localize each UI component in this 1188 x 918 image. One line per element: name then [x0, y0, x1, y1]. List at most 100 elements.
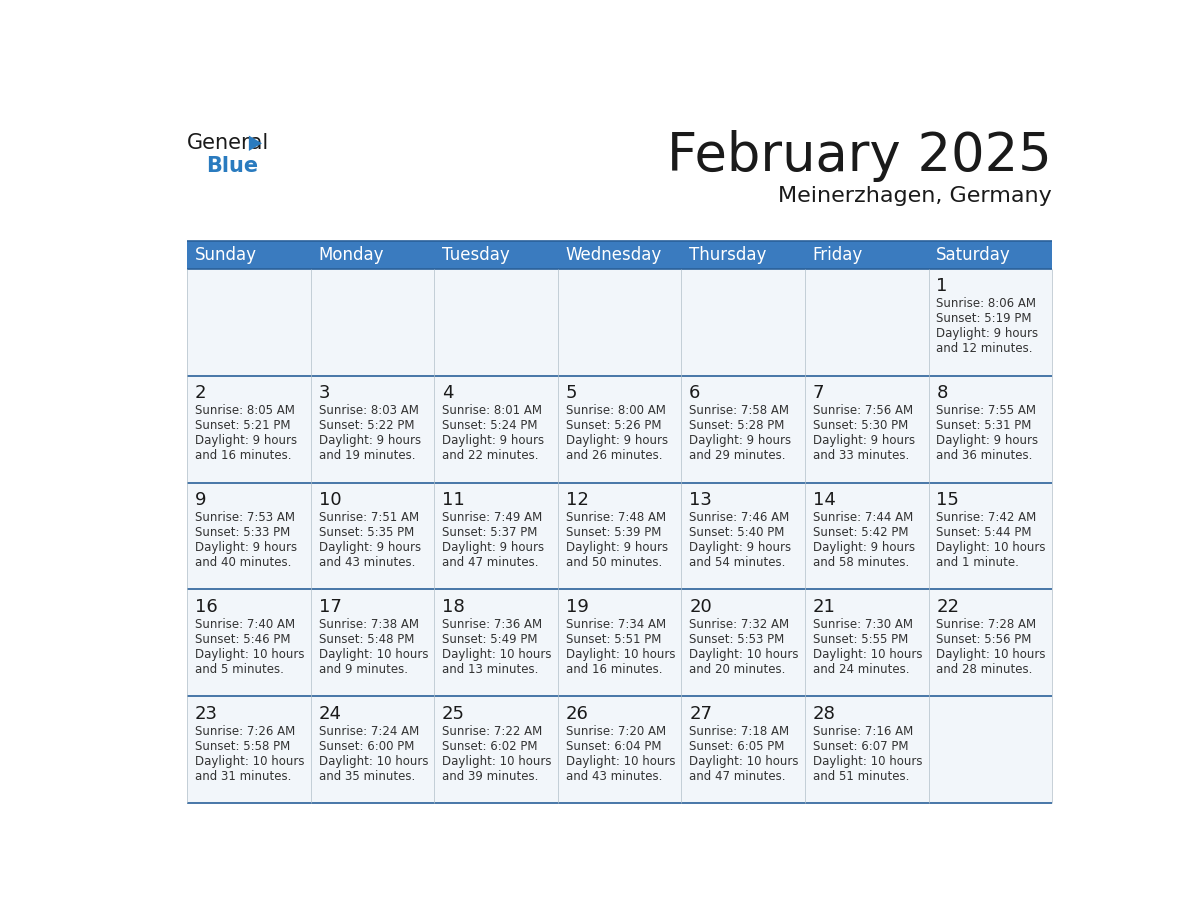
Text: and 47 minutes.: and 47 minutes. [689, 770, 785, 783]
Text: and 24 minutes.: and 24 minutes. [813, 663, 909, 676]
Text: Sunrise: 7:51 AM: Sunrise: 7:51 AM [318, 511, 418, 524]
Text: Sunset: 5:53 PM: Sunset: 5:53 PM [689, 633, 784, 646]
Text: 17: 17 [318, 598, 341, 616]
Text: Sunset: 5:51 PM: Sunset: 5:51 PM [565, 633, 661, 646]
Bar [682, 241, 805, 269]
Text: Sunset: 6:04 PM: Sunset: 6:04 PM [565, 740, 662, 753]
Text: Sunrise: 7:49 AM: Sunrise: 7:49 AM [442, 511, 543, 524]
Text: Wednesday: Wednesday [565, 246, 662, 263]
Bar [188, 241, 311, 269]
Text: Daylight: 10 hours: Daylight: 10 hours [318, 755, 428, 767]
Text: Sunset: 5:22 PM: Sunset: 5:22 PM [318, 420, 415, 432]
Text: and 26 minutes.: and 26 minutes. [565, 449, 662, 462]
Text: Sunrise: 7:30 AM: Sunrise: 7:30 AM [813, 618, 912, 631]
Text: Daylight: 9 hours: Daylight: 9 hours [195, 541, 297, 554]
Text: Daylight: 10 hours: Daylight: 10 hours [689, 755, 798, 767]
Text: Daylight: 9 hours: Daylight: 9 hours [442, 541, 544, 554]
Text: Daylight: 9 hours: Daylight: 9 hours [318, 434, 421, 447]
Text: Sunrise: 7:55 AM: Sunrise: 7:55 AM [936, 404, 1036, 417]
Text: 4: 4 [442, 384, 454, 402]
Text: 8: 8 [936, 384, 948, 402]
Text: 23: 23 [195, 705, 219, 722]
Text: Sunrise: 7:44 AM: Sunrise: 7:44 AM [813, 511, 914, 524]
Text: Daylight: 9 hours: Daylight: 9 hours [936, 328, 1038, 341]
Text: Sunrise: 7:20 AM: Sunrise: 7:20 AM [565, 725, 665, 738]
Text: 22: 22 [936, 598, 960, 616]
Text: Sunrise: 8:01 AM: Sunrise: 8:01 AM [442, 404, 542, 417]
Text: and 36 minutes.: and 36 minutes. [936, 449, 1032, 462]
Text: and 5 minutes.: and 5 minutes. [195, 663, 284, 676]
Text: 19: 19 [565, 598, 588, 616]
Text: Daylight: 10 hours: Daylight: 10 hours [936, 541, 1045, 554]
Text: and 33 minutes.: and 33 minutes. [813, 449, 909, 462]
Bar [188, 589, 1053, 696]
Bar [311, 241, 435, 269]
Text: 11: 11 [442, 491, 465, 509]
Bar [188, 269, 1053, 375]
Text: Sunrise: 7:48 AM: Sunrise: 7:48 AM [565, 511, 665, 524]
Text: Sunrise: 7:40 AM: Sunrise: 7:40 AM [195, 618, 295, 631]
Text: Sunset: 5:55 PM: Sunset: 5:55 PM [813, 633, 908, 646]
Text: Daylight: 9 hours: Daylight: 9 hours [442, 434, 544, 447]
Text: 21: 21 [813, 598, 835, 616]
Text: 10: 10 [318, 491, 341, 509]
Text: Sunset: 5:26 PM: Sunset: 5:26 PM [565, 420, 662, 432]
Text: Sunrise: 7:34 AM: Sunrise: 7:34 AM [565, 618, 665, 631]
Text: 1: 1 [936, 277, 948, 296]
Text: Monday: Monday [318, 246, 384, 263]
Text: and 16 minutes.: and 16 minutes. [565, 663, 662, 676]
Text: and 9 minutes.: and 9 minutes. [318, 663, 407, 676]
Text: and 54 minutes.: and 54 minutes. [689, 556, 785, 569]
Text: Daylight: 9 hours: Daylight: 9 hours [565, 434, 668, 447]
Text: 14: 14 [813, 491, 835, 509]
Text: and 39 minutes.: and 39 minutes. [442, 770, 538, 783]
Text: Sunset: 5:28 PM: Sunset: 5:28 PM [689, 420, 784, 432]
Text: Daylight: 10 hours: Daylight: 10 hours [565, 755, 675, 767]
Bar [558, 241, 682, 269]
Text: 18: 18 [442, 598, 465, 616]
Text: 15: 15 [936, 491, 959, 509]
Text: Thursday: Thursday [689, 246, 766, 263]
Text: Sunrise: 7:56 AM: Sunrise: 7:56 AM [813, 404, 912, 417]
Bar [435, 241, 558, 269]
Text: Daylight: 10 hours: Daylight: 10 hours [195, 755, 304, 767]
Text: 25: 25 [442, 705, 466, 722]
Text: Sunset: 6:07 PM: Sunset: 6:07 PM [813, 740, 909, 753]
Text: Daylight: 10 hours: Daylight: 10 hours [195, 648, 304, 661]
Text: Sunrise: 7:36 AM: Sunrise: 7:36 AM [442, 618, 542, 631]
Text: Sunrise: 7:28 AM: Sunrise: 7:28 AM [936, 618, 1036, 631]
Text: Daylight: 9 hours: Daylight: 9 hours [318, 541, 421, 554]
Text: 7: 7 [813, 384, 824, 402]
Text: Sunset: 5:42 PM: Sunset: 5:42 PM [813, 526, 909, 539]
Text: Daylight: 10 hours: Daylight: 10 hours [318, 648, 428, 661]
Text: and 28 minutes.: and 28 minutes. [936, 663, 1032, 676]
Bar [929, 241, 1053, 269]
Text: Sunset: 5:39 PM: Sunset: 5:39 PM [565, 526, 661, 539]
Text: 27: 27 [689, 705, 713, 722]
Text: Sunrise: 7:42 AM: Sunrise: 7:42 AM [936, 511, 1037, 524]
Text: Sunrise: 7:16 AM: Sunrise: 7:16 AM [813, 725, 914, 738]
Text: Sunset: 6:02 PM: Sunset: 6:02 PM [442, 740, 538, 753]
Text: 26: 26 [565, 705, 588, 722]
Text: Sunrise: 7:46 AM: Sunrise: 7:46 AM [689, 511, 790, 524]
Text: Daylight: 10 hours: Daylight: 10 hours [442, 755, 551, 767]
Text: Daylight: 10 hours: Daylight: 10 hours [689, 648, 798, 661]
Text: 20: 20 [689, 598, 712, 616]
Text: Sunrise: 7:58 AM: Sunrise: 7:58 AM [689, 404, 789, 417]
Text: and 43 minutes.: and 43 minutes. [318, 556, 415, 569]
Text: and 40 minutes.: and 40 minutes. [195, 556, 291, 569]
Text: 5: 5 [565, 384, 577, 402]
Text: 28: 28 [813, 705, 835, 722]
Text: and 22 minutes.: and 22 minutes. [442, 449, 538, 462]
Text: Sunset: 5:35 PM: Sunset: 5:35 PM [318, 526, 413, 539]
Text: Daylight: 10 hours: Daylight: 10 hours [813, 755, 922, 767]
Text: Daylight: 9 hours: Daylight: 9 hours [813, 434, 915, 447]
Text: Sunrise: 7:18 AM: Sunrise: 7:18 AM [689, 725, 789, 738]
Text: and 19 minutes.: and 19 minutes. [318, 449, 415, 462]
Text: Tuesday: Tuesday [442, 246, 510, 263]
Text: Daylight: 10 hours: Daylight: 10 hours [813, 648, 922, 661]
Text: and 1 minute.: and 1 minute. [936, 556, 1019, 569]
Text: 24: 24 [318, 705, 342, 722]
Text: Sunrise: 8:03 AM: Sunrise: 8:03 AM [318, 404, 418, 417]
Text: 12: 12 [565, 491, 588, 509]
